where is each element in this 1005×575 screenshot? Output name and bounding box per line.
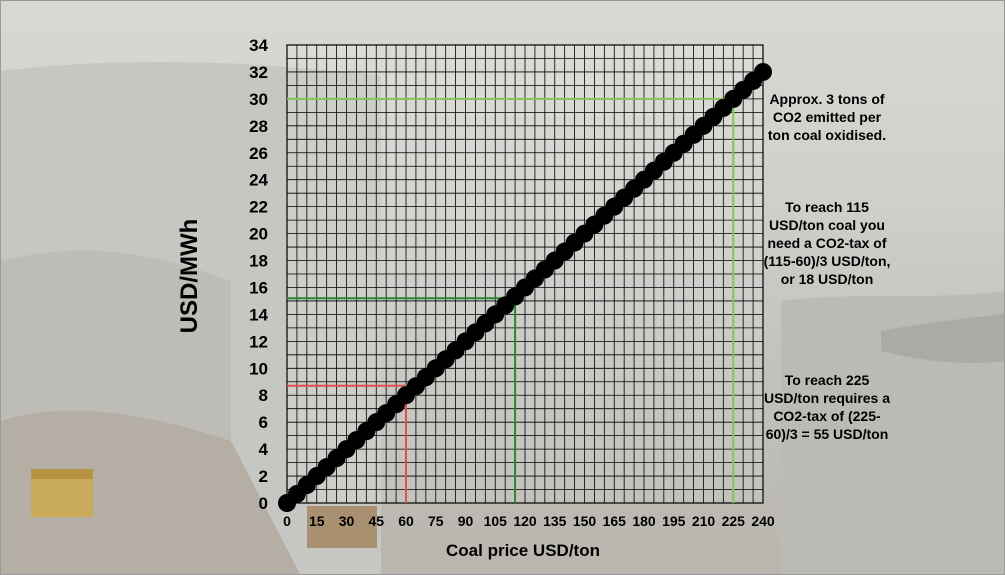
x-axis-label: Coal price USD/ton <box>446 541 600 560</box>
x-tick-label: 225 <box>722 513 746 529</box>
y-tick-label: 32 <box>249 63 268 82</box>
x-tick-label: 90 <box>458 513 474 529</box>
y-tick-label: 0 <box>259 494 268 513</box>
y-tick-label: 34 <box>249 36 268 55</box>
x-tick-label: 15 <box>309 513 325 529</box>
y-tick-label: 14 <box>249 305 268 324</box>
y-tick-label: 4 <box>259 440 269 459</box>
annotation-115-tax: To reach 115 USD/ton coal you need a CO2… <box>763 199 891 287</box>
y-tick-label: 26 <box>249 144 268 163</box>
x-tick-label: 180 <box>632 513 656 529</box>
y-tick-label: 16 <box>249 278 268 297</box>
y-tick-label: 20 <box>249 225 268 244</box>
x-tick-label: 150 <box>573 513 597 529</box>
x-tick-label: 75 <box>428 513 444 529</box>
x-tick-label: 195 <box>662 513 686 529</box>
x-tick-label: 120 <box>513 513 537 529</box>
x-tick-label: 105 <box>484 513 508 529</box>
y-tick-label: 6 <box>259 413 268 432</box>
y-tick-label: 30 <box>249 90 268 109</box>
annotation-225-tax: To reach 225 USD/ton requires a CO2-tax … <box>763 372 891 442</box>
data-series <box>278 62 772 512</box>
y-axis-label: USD/MWh <box>176 218 203 334</box>
y-tick-label: 8 <box>259 386 268 405</box>
y-tick-label: 10 <box>249 359 268 378</box>
x-tick-label: 135 <box>543 513 567 529</box>
data-point <box>754 62 772 81</box>
y-tick-label: 2 <box>259 467 268 486</box>
x-tick-label: 45 <box>368 513 384 529</box>
x-axis-ticks: 0 15 30 45 60 75 90 105 120 135 150 165 180 195 210 225… <box>283 513 775 529</box>
grid-lines <box>286 44 764 504</box>
plot-border <box>286 44 764 504</box>
x-tick-label: 240 <box>751 513 775 529</box>
y-tick-label: 18 <box>249 252 268 271</box>
x-tick-label: 60 <box>398 513 414 529</box>
y-tick-label: 22 <box>249 198 268 217</box>
x-tick-label: 165 <box>603 513 627 529</box>
x-tick-label: 30 <box>339 513 355 529</box>
y-tick-label: 12 <box>249 332 268 351</box>
y-tick-label: 28 <box>249 117 268 136</box>
reference-lines <box>287 97 735 503</box>
x-tick-label: 0 <box>283 513 291 529</box>
y-tick-label: 24 <box>249 171 268 190</box>
x-tick-label: 210 <box>692 513 716 529</box>
annotation-emissions: Approx. 3 tons of CO2 emitted per ton co… <box>767 91 887 143</box>
